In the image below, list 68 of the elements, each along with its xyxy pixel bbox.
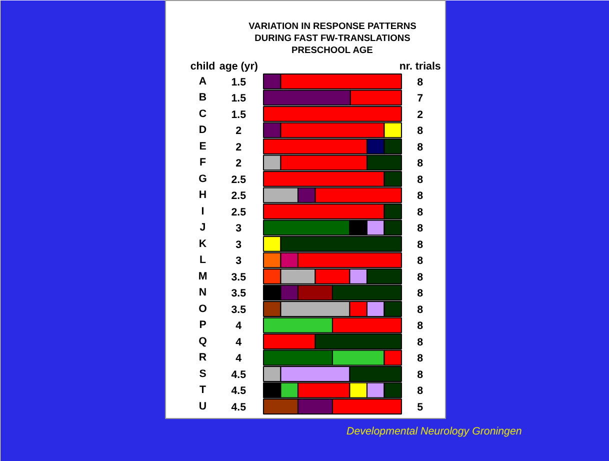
text: 2.5 bbox=[231, 190, 246, 202]
text: 3.5 bbox=[231, 288, 246, 300]
text: 2 bbox=[417, 108, 424, 121]
text: 8 bbox=[417, 385, 424, 398]
text: 3 bbox=[236, 238, 242, 251]
y-tick-label: E bbox=[199, 140, 206, 152]
y-tick-label: C bbox=[198, 108, 207, 120]
y-tick-label: P bbox=[199, 319, 206, 332]
text: 2.5 bbox=[231, 174, 246, 186]
chart-title: VARIATION IN RESPONSE PATTERNS DURING FAST FW-TRANSLATIONS PRESCHOOL AGE bbox=[248, 21, 416, 56]
text: 4 bbox=[236, 352, 242, 365]
text: 8 bbox=[417, 222, 424, 235]
text: 8 bbox=[417, 255, 424, 268]
text: 8 bbox=[417, 141, 424, 154]
y-tick-label: I bbox=[201, 205, 204, 218]
text: nr. trials bbox=[399, 60, 441, 72]
text: 8 bbox=[417, 320, 424, 332]
text: 4.5 bbox=[231, 368, 246, 381]
y-tick-label: N bbox=[198, 286, 207, 299]
y-tick-label: L bbox=[200, 254, 207, 266]
y-tick-label: J bbox=[200, 222, 206, 234]
text: 4 bbox=[236, 320, 242, 332]
text: 2 bbox=[236, 125, 242, 138]
y-tick-label: Q bbox=[198, 335, 207, 348]
text: 8 bbox=[417, 190, 424, 202]
text: 1.5 bbox=[231, 76, 246, 88]
text: Developmental Neurology Groningen bbox=[346, 426, 522, 438]
text: 8 bbox=[417, 271, 424, 284]
text: 8 bbox=[417, 238, 424, 251]
text: 8 bbox=[417, 288, 424, 300]
text: 8 bbox=[417, 76, 424, 88]
y-tick-label: D bbox=[198, 124, 207, 136]
y-axis-title: child bbox=[190, 60, 216, 72]
text: 4.5 bbox=[231, 401, 246, 414]
text: 8 bbox=[417, 158, 424, 170]
text: 8 bbox=[417, 206, 424, 218]
text: 3.5 bbox=[231, 304, 246, 316]
y-tick-label: B bbox=[198, 92, 207, 104]
text: 8 bbox=[417, 336, 424, 348]
text: 2 bbox=[236, 158, 242, 170]
text: 8 bbox=[417, 368, 424, 381]
text: age (yr) bbox=[219, 60, 258, 72]
y-tick-label: S bbox=[199, 368, 206, 380]
text: 4.5 bbox=[231, 385, 246, 398]
text: 4 bbox=[236, 336, 242, 348]
text: 7 bbox=[417, 92, 424, 105]
y-tick-label: A bbox=[198, 75, 207, 88]
y-tick-label: H bbox=[198, 189, 207, 202]
text: 3.5 bbox=[231, 271, 246, 284]
y-tick-label: R bbox=[198, 352, 207, 364]
y-tick-label: K bbox=[198, 238, 207, 250]
text: 8 bbox=[417, 174, 424, 186]
text: 5 bbox=[417, 401, 424, 414]
y-tick-label: O bbox=[198, 302, 207, 315]
text: 2 bbox=[236, 141, 242, 154]
text: 1.5 bbox=[231, 108, 246, 121]
text: 2.5 bbox=[231, 206, 246, 218]
y-tick-label: F bbox=[200, 156, 207, 169]
text: 1.5 bbox=[231, 92, 246, 105]
text: 3 bbox=[236, 222, 242, 235]
y-tick-label: U bbox=[198, 400, 207, 412]
text: 8 bbox=[417, 352, 424, 365]
y-tick-label: T bbox=[200, 384, 207, 396]
y-tick-label: G bbox=[198, 172, 207, 185]
y-tick-label: M bbox=[198, 270, 208, 282]
text: 8 bbox=[417, 304, 424, 316]
text: 8 bbox=[417, 125, 424, 138]
text: 3 bbox=[236, 255, 242, 268]
